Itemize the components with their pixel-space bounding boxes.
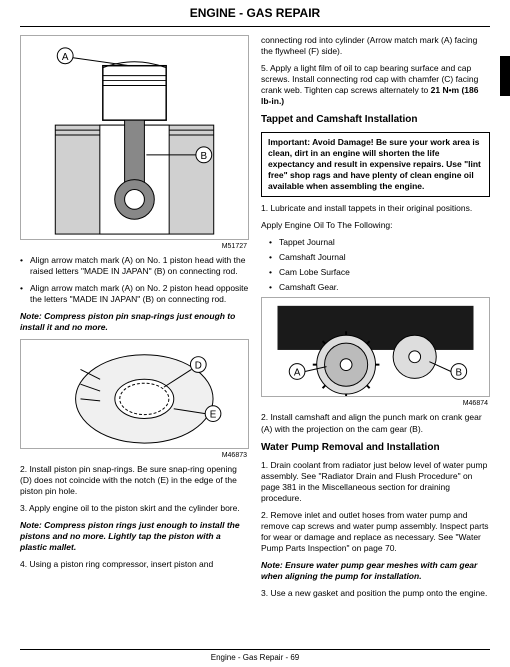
tappet-step-1: 1. Lubricate and install tappets in thei…: [261, 203, 490, 214]
water-step-2: 2. Remove inlet and outlet hoses from wa…: [261, 510, 490, 554]
right-continuation: connecting rod into cylinder (Arrow matc…: [261, 35, 490, 57]
right-column: connecting rod into cylinder (Arrow matc…: [261, 35, 490, 606]
oil-item-2: Cam Lobe Surface: [261, 267, 490, 278]
oil-item-1: Camshaft Journal: [261, 252, 490, 263]
figure-snap-ring: D E: [20, 339, 249, 449]
figure-label-3: M46874: [261, 399, 490, 408]
figure-camshaft-gear: A B: [261, 297, 490, 397]
oil-item-3: Camshaft Gear.: [261, 282, 490, 293]
svg-text:B: B: [201, 150, 208, 161]
content-area: A B M51727 Align arrow match mark (A) on…: [0, 27, 510, 606]
right-step-5: 5. Apply a light film of oil to cap bear…: [261, 63, 490, 107]
water-note: Note: Ensure water pump gear meshes with…: [261, 560, 490, 582]
subhead-water-pump: Water Pump Removal and Installation: [261, 441, 490, 454]
note-compress-rings: Note: Compress piston rings just enough …: [20, 520, 249, 553]
piston-diagram-svg: A B: [21, 36, 248, 239]
tappet-step-2: 2. Install camshaft and align the punch …: [261, 412, 490, 434]
bullet-align-2: Align arrow match mark (A) on No. 2 pist…: [20, 283, 249, 305]
figure-label-1: M51727: [20, 242, 249, 251]
bullet-align-1: Align arrow match mark (A) on No. 1 pist…: [20, 255, 249, 277]
oil-item-0: Tappet Journal: [261, 237, 490, 248]
left-step-4: 4. Using a piston ring compressor, inser…: [20, 559, 249, 570]
svg-text:A: A: [62, 51, 69, 62]
water-step-1: 1. Drain coolant from radiator just belo…: [261, 460, 490, 504]
left-step-3: 3. Apply engine oil to the piston skirt …: [20, 503, 249, 514]
important-box: Important: Avoid Damage! Be sure your wo…: [261, 132, 490, 197]
camshaft-svg: A B: [262, 298, 489, 396]
left-step-2: 2. Install piston pin snap-rings. Be sur…: [20, 464, 249, 497]
important-text: Important: Avoid Damage! Be sure your wo…: [268, 137, 481, 191]
apply-oil-line: Apply Engine Oil To The Following:: [261, 220, 490, 231]
left-column: A B M51727 Align arrow match mark (A) on…: [20, 35, 249, 606]
figure-label-2: M46873: [20, 451, 249, 460]
page-header: ENGINE - GAS REPAIR: [20, 0, 490, 27]
svg-text:E: E: [210, 410, 217, 421]
figure-piston-cylinder: A B: [20, 35, 249, 240]
snap-ring-svg: D E: [21, 340, 248, 448]
water-step-3: 3. Use a new gasket and position the pum…: [261, 588, 490, 599]
subhead-tappet: Tappet and Camshaft Installation: [261, 113, 490, 126]
svg-text:B: B: [456, 368, 463, 379]
note-compress-pin: Note: Compress piston pin snap-rings jus…: [20, 311, 249, 333]
page-footer: Engine - Gas Repair - 69: [20, 649, 490, 663]
svg-text:D: D: [195, 360, 202, 371]
svg-text:A: A: [294, 368, 301, 379]
side-tab-marker: [500, 56, 510, 96]
